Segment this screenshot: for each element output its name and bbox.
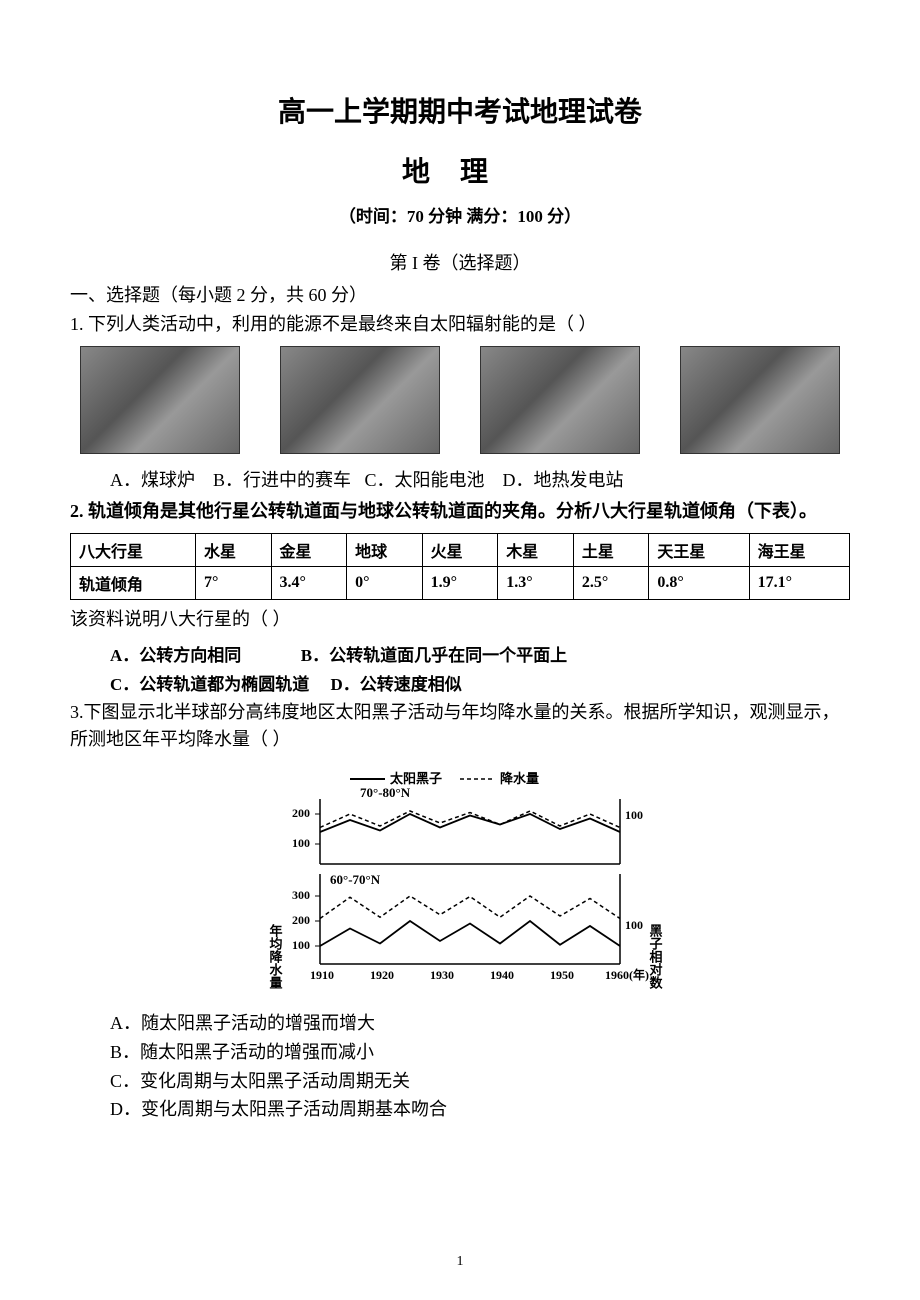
planets-table: 八大行星 水星 金星 地球 火星 木星 土星 天王星 海王星 轨道倾角 7° 3… [70,533,850,600]
q3-opt-c: C．变化周期与太阳黑子活动周期无关 [110,1067,850,1096]
x-1910: 1910 [310,968,334,982]
t2-y300: 300 [292,888,310,902]
th-6: 土星 [573,534,649,567]
t1-y200: 200 [292,806,310,820]
td-3: 0° [347,567,423,600]
td-1: 7° [195,567,271,600]
q3-opt-d: D．变化周期与太阳黑子活动周期基本吻合 [110,1095,850,1124]
zone1-label: 70°-80°N [360,785,411,800]
zone2-label: 60°-70°N [330,872,381,887]
instruction: 一、选择题（每小题 2 分，共 60 分） [70,281,850,307]
q3-text: 3.下图显示北半球部分高纬度地区太阳黑子活动与年均降水量的关系。根据所学知识，观… [70,699,850,753]
q3-chart: 太阳黑子 降水量 70°-80°N 200 100 100 60°-70°N 3… [70,769,850,989]
q1-options: A．煤球炉 B．行进中的赛车 C．太阳能电池 D．地热发电站 [70,466,850,492]
q2-followup: 该资料说明八大行星的（ ） [70,606,850,633]
q1-image-b [280,346,440,454]
q3-opt-a: A．随太阳黑子活动的增强而增大 [110,1009,850,1038]
exam-info: （时间：70 分钟 满分：100 分） [70,202,850,227]
q2-opt-d: D．公转速度相似 [331,675,462,694]
x-1930: 1930 [430,968,454,982]
th-4: 火星 [422,534,498,567]
t1-yr100: 100 [625,808,643,822]
th-7: 天王星 [649,534,749,567]
q1-opt-c: C．太阳能电池 [365,470,485,490]
table-row-data: 轨道倾角 7° 3.4° 0° 1.9° 1.3° 2.5° 0.8° 17.1… [71,567,850,600]
th-3: 地球 [347,534,423,567]
q1-image-d [680,346,840,454]
th-5: 木星 [498,534,574,567]
td-2: 3.4° [271,567,347,600]
td-0: 轨道倾角 [71,567,196,600]
title-sub: 地理 [70,150,850,190]
table-row-header: 八大行星 水星 金星 地球 火星 木星 土星 天王星 海王星 [71,534,850,567]
q2-opts-row2: C．公转轨道都为椭圆轨道 D．公转速度相似 [70,670,850,695]
q1-image-c [480,346,640,454]
t1-y100: 100 [292,836,310,850]
top-solid-line [320,814,620,832]
x-1940: 1940 [490,968,514,982]
q3-options: A．随太阳黑子活动的增强而增大 B．随太阳黑子活动的增强而减小 C．变化周期与太… [70,1009,850,1124]
chart-svg: 太阳黑子 降水量 70°-80°N 200 100 100 60°-70°N 3… [230,769,690,989]
q1-image-a [80,346,240,454]
t2-y100: 100 [292,938,310,952]
th-0: 八大行星 [71,534,196,567]
td-4: 1.9° [422,567,498,600]
x-1960: 1960(年) [605,967,649,982]
q2-opts-row1: A．公转方向相同 B．公转轨道面几乎在同一个平面上 [70,641,850,666]
td-7: 0.8° [649,567,749,600]
y-right-label: 黑子相对数 [648,924,663,989]
x-1920: 1920 [370,968,394,982]
td-6: 2.5° [573,567,649,600]
q2-opt-a: A．公转方向相同 [110,646,241,665]
td-5: 1.3° [498,567,574,600]
bot-solid-line [320,921,620,946]
q1-text: 1. 下列人类活动中，利用的能源不是最终来自太阳辐射能的是（ ） [70,311,850,338]
bot-dash-line [320,896,620,919]
th-1: 水星 [195,534,271,567]
q2-opt-c: C．公转轨道都为椭圆轨道 [110,675,309,694]
q1-opt-d: D．地热发电站 [503,470,624,490]
x-1950: 1950 [550,968,574,982]
q1-images [70,346,850,454]
y-left-label: 年均降水量 [268,923,283,989]
q2-opt-b: B．公转轨道面几乎在同一个平面上 [301,646,567,665]
section-heading: 第 I 卷（选择题） [70,249,850,275]
legend-dash: 降水量 [500,771,539,786]
q2-text: 2. 轨道倾角是其他行星公转轨道面与地球公转轨道面的夹角。分析八大行星轨道倾角（… [70,498,850,525]
page-number: 1 [457,1254,464,1270]
title-main: 高一上学期期中考试地理试卷 [70,90,850,130]
t2-yr100: 100 [625,918,643,932]
t2-y200: 200 [292,913,310,927]
th-2: 金星 [271,534,347,567]
td-8: 17.1° [749,567,849,600]
q1-opt-a: A．煤球炉 [110,470,195,490]
q1-opt-b: B．行进中的赛车 [213,470,351,490]
th-8: 海王星 [749,534,849,567]
q3-opt-b: B．随太阳黑子活动的增强而减小 [110,1038,850,1067]
legend-solid: 太阳黑子 [389,771,442,786]
